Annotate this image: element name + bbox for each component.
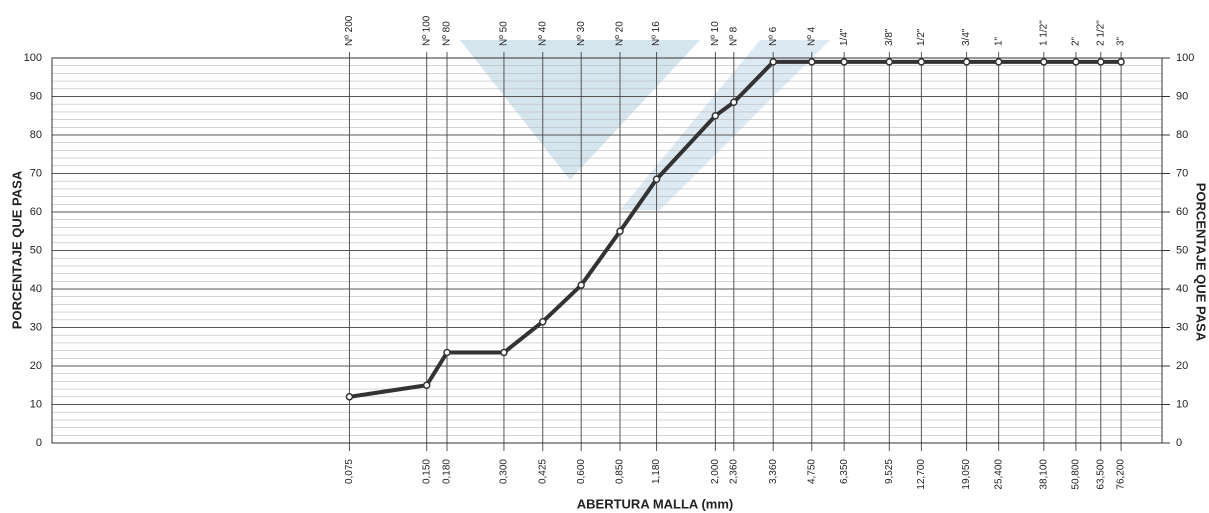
sieve-label: Nº 20	[615, 21, 626, 46]
y2-tick-label: 30	[1176, 321, 1188, 333]
sieve-label: Nº 16	[651, 21, 662, 46]
x-tick-label: 6,350	[839, 459, 850, 484]
sieve-label: 1 1/2"	[1038, 20, 1049, 46]
sieve-label: 1/4"	[839, 28, 850, 46]
sieve-label: 2"	[1071, 36, 1082, 46]
data-point	[500, 348, 508, 357]
y2-tick-label: 60	[1176, 206, 1188, 218]
sieve-label: Nº 10	[710, 21, 721, 46]
x-tick-label: 0,150	[421, 459, 432, 484]
x-tick-label: 25,400	[993, 459, 1004, 490]
sieve-label: 3/8"	[884, 28, 895, 46]
sieve-label: Nº 40	[537, 21, 548, 46]
y-tick-label: 0	[36, 437, 42, 449]
sieve-label: Nº 200	[344, 15, 355, 46]
x-axis-title: ABERTURA MALLA (mm)	[577, 496, 733, 511]
sieve-label: 3/4"	[961, 28, 972, 46]
watermark	[620, 40, 830, 210]
data-point	[345, 393, 354, 401]
x-tick-label: 2,360	[728, 459, 739, 484]
x-tick-label: 0,075	[344, 459, 355, 484]
data-point	[422, 381, 431, 389]
y-tick-label: 80	[30, 129, 42, 141]
data-point	[577, 281, 585, 289]
data-point	[1097, 58, 1105, 66]
y-tick-label: 50	[30, 244, 42, 256]
y-tick-label: 20	[30, 360, 42, 372]
y2-tick-label: 80	[1176, 129, 1188, 141]
watermark	[460, 40, 700, 180]
y2-axis-title: PORCENTAJE QUE PASA	[1194, 183, 1209, 342]
y2-tick-label: 50	[1176, 244, 1188, 256]
y-tick-label: 40	[30, 283, 42, 295]
y-axis-title: PORCENTAJE QUE PASA	[9, 170, 24, 329]
data-point	[962, 58, 971, 66]
x-tick-label: 2,000	[710, 459, 721, 484]
data-point	[808, 58, 816, 66]
sieve-label: Nº 50	[499, 21, 510, 46]
x-tick-label: 3,360	[768, 459, 779, 484]
data-point	[994, 58, 1003, 66]
data-point	[443, 348, 451, 357]
x-tick-label: 9,525	[884, 459, 895, 484]
sieve-label: Nº 6	[768, 26, 779, 46]
sieve-label: Nº 4	[806, 26, 817, 46]
y2-tick-label: 10	[1176, 398, 1188, 410]
x-tick-label: 19,050	[961, 459, 972, 490]
y-tick-label: 60	[30, 206, 42, 218]
y-tick-label: 90	[30, 90, 42, 102]
data-point	[769, 58, 777, 66]
y2-tick-label: 20	[1176, 360, 1188, 372]
x-tick-label: 12,700	[916, 459, 927, 490]
data-point	[1040, 58, 1048, 66]
data-point	[730, 98, 738, 107]
data-point	[711, 112, 720, 120]
x-tick-label: 0,300	[499, 459, 510, 484]
sieve-label: 2 1/2"	[1095, 20, 1106, 46]
x-tick-label: 50,800	[1071, 459, 1082, 490]
data-point	[1072, 58, 1080, 66]
x-tick-label: 38,100	[1038, 459, 1049, 490]
y2-tick-label: 90	[1176, 90, 1188, 102]
x-tick-label: 1,180	[651, 459, 662, 484]
sieve-label: 1/2"	[916, 28, 927, 46]
sieve-label: Nº 30	[576, 21, 587, 46]
y-tick-label: 100	[24, 52, 42, 64]
y-tick-label: 30	[30, 321, 42, 333]
y2-tick-label: 100	[1176, 52, 1194, 64]
data-point	[652, 175, 661, 184]
x-tick-label: 4,750	[806, 459, 817, 484]
x-tick-label: 0,600	[576, 459, 587, 484]
data-point	[616, 227, 624, 235]
data-point	[885, 58, 894, 66]
sieve-label: Nº 100	[421, 15, 432, 46]
y2-tick-label: 70	[1176, 167, 1188, 179]
x-tick-label: 63,500	[1095, 459, 1106, 490]
x-tick-label: 0,425	[537, 459, 548, 484]
data-point	[539, 317, 547, 326]
sieve-label: 1"	[993, 36, 1004, 46]
y-tick-label: 70	[30, 167, 42, 179]
plot-frame	[51, 57, 1163, 444]
sieve-label: Nº 8	[728, 26, 739, 46]
data-point	[917, 58, 926, 66]
data-point	[1117, 58, 1125, 66]
data-point	[840, 58, 848, 66]
sieve-label: 3"	[1116, 36, 1127, 46]
y2-tick-label: 0	[1176, 437, 1182, 449]
x-tick-label: 0,850	[615, 459, 626, 484]
x-tick-label: 76,200	[1116, 459, 1127, 490]
sieve-label: Nº 80	[442, 21, 453, 46]
y-tick-label: 10	[30, 398, 42, 410]
y2-tick-label: 40	[1176, 283, 1188, 295]
x-tick-label: 0,180	[442, 459, 453, 484]
